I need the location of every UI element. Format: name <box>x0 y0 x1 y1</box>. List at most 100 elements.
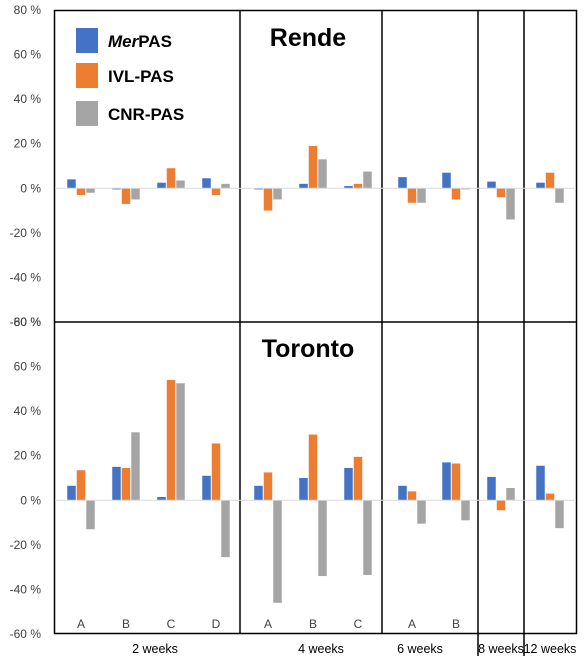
y-tick-label: 60 % <box>14 360 42 374</box>
bar-toronto-cnr-pas <box>363 500 372 575</box>
bar-rende-ivl-pas <box>353 183 363 189</box>
y-tick-label: 0 % <box>20 493 41 507</box>
bar-rende-ivl-pas <box>263 188 273 211</box>
category-label: B <box>122 617 130 631</box>
bar-toronto-cnr-pas <box>176 383 185 501</box>
y-tick-label: -40 % <box>10 582 42 596</box>
bar-toronto-cnr-pas <box>86 500 95 530</box>
legend-label-ivl-pas: IVL-PAS <box>108 67 174 86</box>
category-label: A <box>77 617 85 631</box>
bar-rende-cnr-pas <box>176 180 185 189</box>
bar-toronto-merpas <box>299 478 308 501</box>
bar-rende-ivl-pas <box>451 188 461 200</box>
category-label: B <box>452 617 460 631</box>
group-label: 4 weeks <box>298 642 344 656</box>
bar-rende-merpas <box>202 178 211 189</box>
zero-lines <box>55 187 576 501</box>
category-label: A <box>408 617 416 631</box>
bar-rende-merpas <box>254 188 263 190</box>
y-tick-label: 20 % <box>14 449 42 463</box>
bar-toronto-cnr-pas <box>555 500 564 529</box>
bar-rende-cnr-pas <box>318 159 327 189</box>
bar-rende-merpas <box>536 182 545 189</box>
bar-toronto-ivl-pas <box>166 379 176 501</box>
legend-swatch-merpas <box>76 28 98 53</box>
bar-rende-merpas <box>442 172 451 189</box>
panel-title-toronto: Toronto <box>262 335 355 363</box>
bar-rende-ivl-pas <box>166 168 176 189</box>
bar-rende-cnr-pas <box>363 171 372 189</box>
y-tick-label: 40 % <box>14 404 42 418</box>
bar-toronto-merpas <box>67 485 76 501</box>
legend: MerPAS IVL-PAS CNR-PAS <box>76 28 184 126</box>
bar-toronto-cnr-pas <box>506 488 515 501</box>
y-tick-label: 60 % <box>14 48 42 62</box>
bar-toronto-ivl-pas <box>263 472 273 501</box>
bar-toronto-ivl-pas <box>211 443 221 501</box>
category-label: C <box>354 617 363 631</box>
bar-toronto-cnr-pas <box>417 500 426 524</box>
bar-toronto-merpas <box>112 466 121 501</box>
bar-rende-cnr-pas <box>221 183 230 189</box>
bar-toronto-merpas <box>536 465 545 501</box>
y-tick-label: -40 % <box>10 270 42 284</box>
group-labels: 2 weeks 4 weeks 6 weeks 8 weeks 12 weeks <box>132 642 576 656</box>
bar-toronto-cnr-pas <box>318 500 327 577</box>
y-tick-label: -20 % <box>10 226 42 240</box>
y-tick-label: 20 % <box>14 137 42 151</box>
y-tick-label: 0 % <box>20 181 41 195</box>
y-tick-label: -60 % <box>10 315 42 329</box>
category-label: D <box>212 617 221 631</box>
bar-rende-cnr-pas <box>273 188 282 200</box>
bar-rende-ivl-pas <box>496 188 506 198</box>
bar-rende-cnr-pas <box>461 188 470 190</box>
bar-toronto-cnr-pas <box>131 432 140 501</box>
bar-rende-merpas <box>398 177 407 189</box>
bar-toronto-merpas <box>344 467 353 501</box>
bar-toronto-merpas <box>202 475 211 501</box>
group-label: 2 weeks <box>132 642 178 656</box>
group-label: 6 weeks <box>397 642 443 656</box>
bar-rende-ivl-pas <box>76 188 86 195</box>
bar-toronto-merpas <box>398 485 407 501</box>
bar-rende-merpas <box>67 179 76 189</box>
bar-toronto-cnr-pas <box>461 500 470 521</box>
bar-rende-cnr-pas <box>555 188 564 203</box>
category-label: A <box>264 617 272 631</box>
bar-rende-cnr-pas <box>506 188 515 220</box>
bar-toronto-merpas <box>254 485 263 501</box>
bar-rende-cnr-pas <box>131 188 140 200</box>
group-label: 12 weeks <box>524 642 577 656</box>
bar-rende-merpas <box>487 181 496 189</box>
bar-toronto-ivl-pas <box>76 470 86 501</box>
bar-rende-ivl-pas <box>211 188 221 195</box>
bar-rende-merpas <box>299 183 308 189</box>
y-tick-label: 80 % <box>14 315 42 329</box>
bar-toronto-ivl-pas <box>121 467 131 501</box>
bar-toronto-ivl-pas <box>545 493 555 501</box>
bar-toronto-ivl-pas <box>407 491 417 501</box>
bar-toronto-ivl-pas <box>496 500 506 511</box>
bar-rende-ivl-pas <box>308 145 318 189</box>
y-tick-labels: 80 %60 %40 %20 %0 %-20 %-40 %-60 %80 %60… <box>10 3 42 641</box>
bar-rende-merpas <box>157 182 166 189</box>
bar-rende-ivl-pas <box>407 188 417 203</box>
legend-label-cnr-pas: CNR-PAS <box>108 105 184 124</box>
legend-label-merpas: MerPAS <box>108 32 172 51</box>
legend-swatch-cnr-pas <box>76 101 98 126</box>
bar-toronto-ivl-pas <box>308 434 318 501</box>
bar-toronto-ivl-pas <box>451 463 461 501</box>
y-tick-label: -60 % <box>10 627 42 641</box>
bar-toronto-merpas <box>442 462 451 501</box>
bar-toronto-merpas <box>157 496 166 501</box>
group-label: 8 weeks <box>478 642 524 656</box>
bar-rende-cnr-pas <box>86 188 95 193</box>
y-tick-label: 40 % <box>14 92 42 106</box>
bar-toronto-cnr-pas <box>273 500 282 603</box>
bar-toronto-cnr-pas <box>221 500 230 558</box>
bar-rende-merpas <box>344 186 353 189</box>
bar-rende-ivl-pas <box>121 188 131 204</box>
panel-title-rende: Rende <box>270 24 347 52</box>
